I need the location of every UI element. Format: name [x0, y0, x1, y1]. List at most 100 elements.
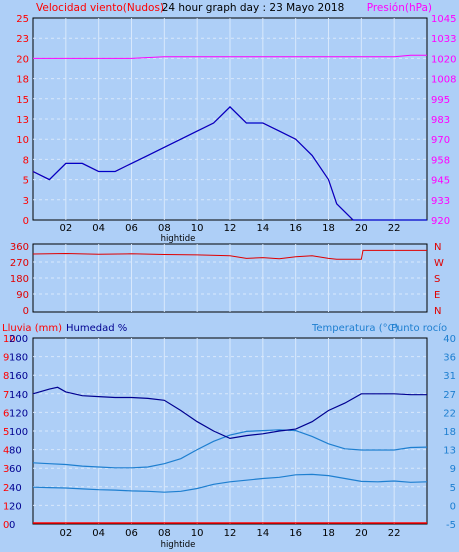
wind-average-line: [32, 106, 427, 221]
x-tick-label: 16: [289, 223, 302, 234]
rain-tick-label: 1: [3, 501, 9, 512]
humidity-tick-label: 80: [9, 446, 22, 457]
humidity-tick-label: 200: [9, 334, 28, 345]
rain-tick-label: 5: [3, 427, 9, 438]
pressure-tick-label: 970: [431, 135, 450, 146]
x-tick-label: 08: [158, 223, 171, 234]
pressure-tick-label: 1008: [431, 75, 456, 86]
direction-tick-label: 270: [10, 258, 29, 269]
temperature-tick-label: 40: [443, 334, 456, 345]
hightide-marker-top: hightide: [161, 234, 196, 244]
rain-axis-ticks: 01 2 3 4 5 6 7 8 9 10: [3, 334, 16, 531]
temperature-tick-label: 31: [443, 371, 456, 382]
x-tick-label: 06: [125, 528, 138, 539]
wind-direction-line: [32, 249, 427, 260]
humidity-tick-label: 60: [9, 464, 22, 475]
compass-label: E: [434, 290, 440, 301]
temperature-axis-label: Temperatura (°C): [311, 323, 399, 334]
humidity-tick-label: 40: [9, 483, 22, 494]
direction-tick-label: 0: [23, 306, 29, 317]
temperature-tick-label: 18: [443, 427, 456, 438]
pressure-tick-label: 958: [431, 155, 450, 166]
x-tick-label: 22: [388, 528, 401, 539]
temperature-tick-label: 0: [450, 501, 456, 512]
rain-tick-label: 2: [3, 483, 9, 494]
rain-tick-label: 10: [3, 334, 16, 345]
x-tick-label: 22: [388, 223, 401, 234]
rain-tick-label: 6: [3, 408, 9, 419]
temperature-tick-label: 5: [450, 483, 456, 494]
wind-tick-label: 5: [23, 176, 29, 187]
direction-tick-label: 180: [10, 274, 29, 285]
pressure-tick-label: 1020: [431, 54, 456, 65]
pressure-line: [33, 54, 427, 59]
wind-tick-label: 15: [16, 95, 29, 106]
pressure-tick-label: 1045: [431, 14, 456, 25]
x-tick-label: 04: [92, 223, 105, 234]
wind-axis-label: Velocidad viento(Nudos): [36, 2, 164, 14]
humidity-tick-label: 0: [9, 520, 15, 531]
pressure-axis-label: Presión(hPa): [367, 2, 432, 14]
chart-title: 24 hour graph day : 23 Mayo 2018: [162, 2, 345, 14]
x-tick-label: 20: [355, 528, 368, 539]
temperature-tick-label: 13: [443, 446, 456, 457]
temperature-axis-ticks: -5 0 5 9 13 18 22 27 31 36 40: [443, 334, 456, 531]
wind-tick-label: 18: [16, 75, 29, 86]
x-axis-ticks-top: 02 04 06 08 10 12 14 16 18 20 22: [59, 223, 400, 234]
temperature-tick-label: -5: [446, 520, 456, 531]
rain-tick-label: 3: [3, 464, 9, 475]
wind-tick-label: 13: [16, 115, 29, 126]
wind-axis-ticks: 0 3 5 8 10 13 15 18 20 23 25: [16, 14, 29, 227]
temperature-tick-label: 9: [450, 464, 456, 475]
x-tick-label: 02: [59, 223, 72, 234]
humidity-tick-label: 140: [9, 390, 28, 401]
rain-tick-label: 8: [3, 371, 9, 382]
x-tick-label: 06: [125, 223, 138, 234]
x-tick-label: 10: [191, 528, 204, 539]
wind-grid: [33, 18, 427, 220]
direction-tick-label: 360: [10, 242, 29, 253]
temperature-line: [32, 429, 428, 469]
direction-tick-label: 90: [16, 290, 29, 301]
dewpoint-line: [32, 473, 428, 493]
pressure-axis-ticks: 920 933 945 958 970 983 995 1008 1020 1033 1045: [431, 14, 456, 227]
hightide-marker-bottom: hightide: [161, 540, 196, 550]
pressure-tick-label: 920: [431, 216, 450, 227]
humidity-tick-label: 180: [9, 353, 28, 364]
wind-tick-label: 25: [16, 14, 29, 25]
rain-tick-label: 9: [3, 353, 9, 364]
x-tick-label: 08: [158, 528, 171, 539]
temperature-tick-label: 27: [443, 390, 456, 401]
direction-axis-ticks: 360 270 180 90 0: [10, 242, 29, 317]
compass-label: S: [434, 274, 440, 285]
pressure-tick-label: 983: [431, 115, 450, 126]
x-tick-label: 16: [289, 528, 302, 539]
compass-label: N: [434, 306, 441, 317]
temperature-tick-label: 36: [443, 353, 456, 364]
pressure-tick-label: 995: [431, 95, 450, 106]
rain-tick-label: 7: [3, 390, 9, 401]
x-tick-label: 18: [322, 223, 335, 234]
humidity-tick-label: 160: [9, 371, 28, 382]
humidity-line: [32, 386, 427, 440]
x-tick-label: 10: [191, 223, 204, 234]
humidity-tick-label: 100: [9, 427, 28, 438]
pressure-tick-label: 1033: [431, 34, 456, 45]
pressure-tick-label: 945: [431, 176, 450, 187]
wind-tick-label: 0: [23, 216, 29, 227]
x-tick-label: 04: [92, 528, 105, 539]
wind-tick-label: 23: [16, 34, 29, 45]
x-tick-label: 14: [256, 528, 269, 539]
humidity-tick-label: 20: [9, 501, 22, 512]
wind-tick-label: 20: [16, 54, 29, 65]
x-tick-label: 12: [224, 223, 237, 234]
wind-tick-label: 8: [23, 155, 29, 166]
rain-tick-label: 4: [3, 446, 9, 457]
compass-label: N: [434, 242, 441, 253]
x-tick-label: 02: [59, 528, 72, 539]
compass-label: W: [434, 258, 444, 269]
x-axis-ticks-bottom: 02 04 06 08 10 12 14 16 18 20 22: [59, 528, 400, 539]
x-tick-label: 14: [256, 223, 269, 234]
